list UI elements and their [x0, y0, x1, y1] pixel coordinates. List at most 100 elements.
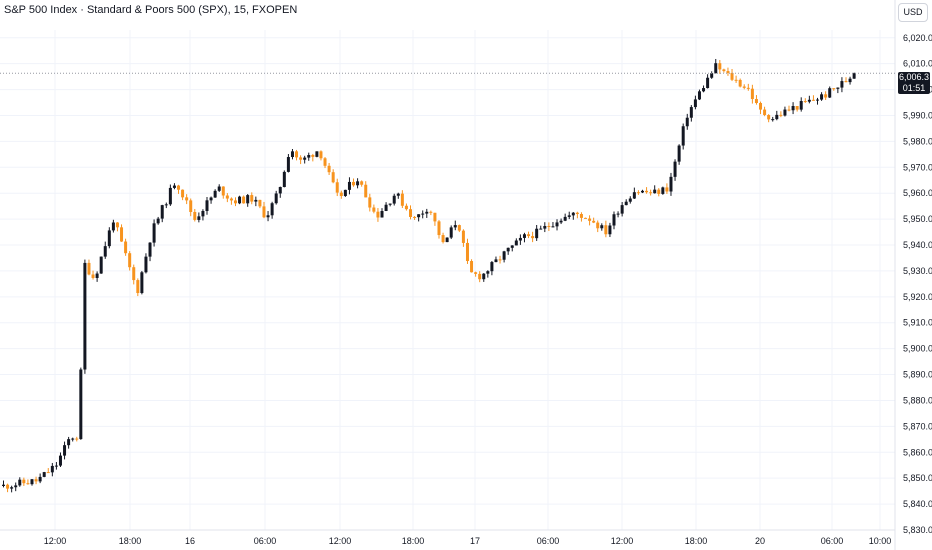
price-tick-label: 5,940.0: [903, 240, 932, 250]
candle-body: [258, 199, 262, 207]
candle-body: [632, 192, 636, 199]
candle-body: [197, 216, 201, 220]
candle-body: [189, 200, 193, 212]
candle-body: [136, 280, 140, 294]
candle-body: [311, 155, 315, 157]
candle-body: [282, 171, 286, 188]
candle-body: [380, 210, 384, 218]
candle-body: [46, 472, 50, 474]
candle-body: [144, 256, 148, 273]
candle-body: [795, 106, 799, 110]
candle-body: [115, 222, 119, 228]
candle-body: [120, 227, 124, 242]
candle-body: [571, 212, 575, 216]
candle-body: [567, 215, 571, 217]
candle-body: [710, 73, 714, 78]
candle-body: [254, 199, 258, 202]
candle-body: [612, 214, 616, 226]
candle-body: [172, 185, 176, 188]
candle-body: [559, 220, 563, 223]
candle-body: [730, 72, 734, 80]
candle-body: [714, 63, 718, 74]
candle-body: [63, 445, 67, 456]
candle-body: [262, 206, 266, 218]
candle-body: [799, 101, 803, 110]
candle-body: [624, 201, 628, 206]
candle-body: [453, 225, 457, 228]
candle-body: [596, 222, 600, 229]
candle-body: [738, 79, 742, 87]
candle-body: [30, 479, 34, 485]
price-tick-label: 5,900.0: [903, 344, 932, 354]
price-tick-label: 5,890.0: [903, 370, 932, 380]
candle-body: [449, 227, 453, 238]
price-tick-label: 5,960.0: [903, 188, 932, 198]
candle-body: [128, 253, 132, 268]
price-tick-label: 5,910.0: [903, 318, 932, 328]
candle-body: [669, 176, 673, 192]
candle-body: [592, 220, 596, 223]
time-tick-label: 06:00: [254, 536, 277, 546]
candle-body: [620, 205, 624, 214]
candle-body: [722, 69, 726, 72]
candle-body: [331, 172, 335, 183]
candle-body: [335, 182, 339, 193]
candle-body: [209, 197, 213, 201]
price-tick-label: 5,850.0: [903, 473, 932, 483]
candle-body: [425, 211, 429, 214]
candle-body: [685, 117, 689, 127]
candle-body: [506, 247, 510, 252]
candle-body: [575, 212, 579, 215]
candle-body: [221, 186, 225, 196]
price-tick-label: 5,880.0: [903, 395, 932, 405]
candle-body: [547, 225, 551, 227]
candle-body: [461, 230, 465, 243]
candle-body: [470, 261, 474, 273]
currency-button[interactable]: USD: [898, 3, 928, 22]
price-tick-label: 5,870.0: [903, 421, 932, 431]
candle-body: [225, 195, 229, 199]
candle-body: [6, 484, 10, 489]
candle-body: [107, 230, 111, 247]
time-tick-label: 10:00: [869, 536, 892, 546]
candle-body: [364, 184, 368, 198]
candle-body: [79, 369, 83, 440]
candle-body: [164, 204, 168, 206]
time-tick-label: 12:00: [329, 536, 352, 546]
candle-body: [26, 483, 30, 485]
candle-body: [177, 185, 181, 190]
candle-body: [759, 103, 763, 110]
candle-body: [360, 181, 364, 185]
candle-body: [763, 109, 767, 116]
price-axis: 6,020.06,010.06,000.05,990.05,980.05,970…: [903, 33, 932, 535]
candle-body: [103, 246, 107, 257]
candle-body: [791, 106, 795, 111]
candle-body: [58, 455, 62, 466]
candle-body: [779, 114, 783, 116]
candle-body: [824, 94, 828, 98]
candle-body: [702, 88, 706, 92]
candle-body: [677, 145, 681, 162]
candle-body: [413, 216, 417, 218]
candle-body: [807, 99, 811, 102]
candle-body: [352, 181, 356, 186]
candle-body: [754, 99, 758, 104]
candle-body: [518, 237, 522, 241]
candle-body: [205, 200, 209, 211]
candle-body: [555, 222, 559, 227]
candle-body: [482, 273, 486, 280]
candle-body: [433, 212, 437, 222]
candle-body: [50, 465, 54, 473]
candle-body: [213, 190, 217, 198]
price-tick-label: 5,990.0: [903, 110, 932, 120]
candle-body: [767, 115, 771, 120]
candle-body: [421, 213, 425, 215]
candle-body: [274, 193, 278, 204]
candle-body: [706, 77, 710, 89]
candle-body: [83, 262, 87, 370]
time-tick-label: 18:00: [402, 536, 425, 546]
candle-body: [718, 63, 722, 70]
candle-body: [490, 262, 494, 272]
candle-body: [600, 225, 604, 229]
